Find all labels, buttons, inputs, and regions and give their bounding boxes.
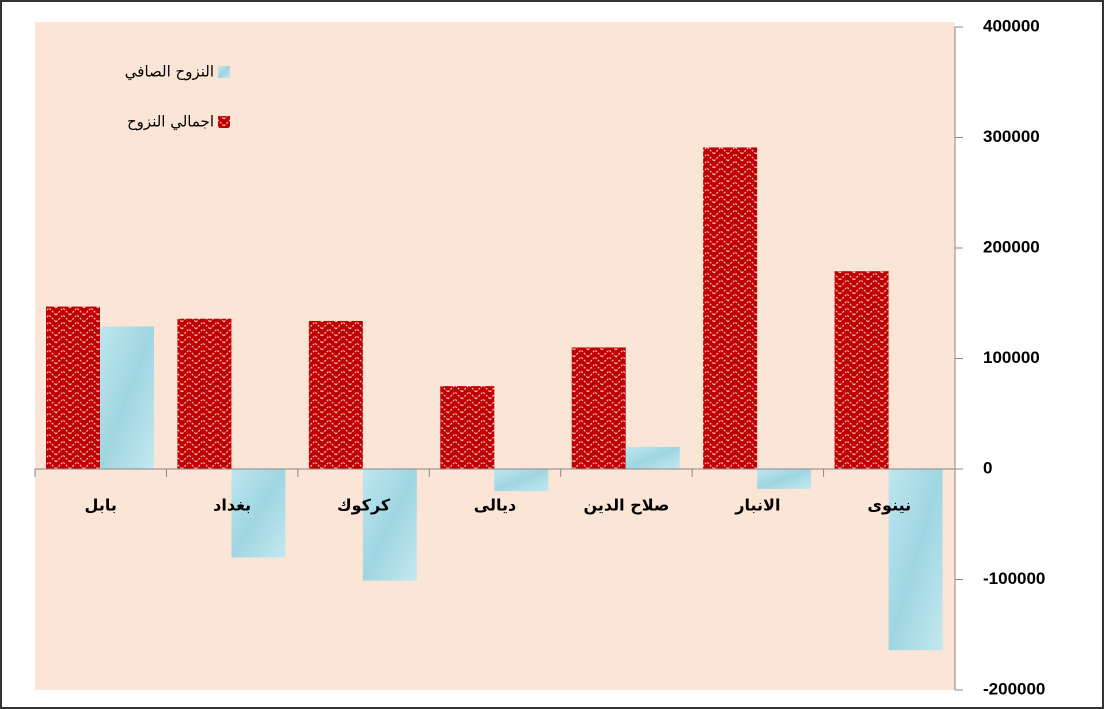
bar — [308, 320, 363, 469]
y-tick-label: -200000 — [983, 679, 1045, 698]
y-tick-label: 400000 — [983, 16, 1040, 35]
x-tick-label: ديالى — [474, 496, 516, 515]
bar — [440, 386, 495, 469]
bar — [177, 318, 232, 469]
x-tick-label: كركوك — [337, 496, 391, 515]
bar — [231, 469, 286, 558]
legend-swatch — [218, 116, 230, 128]
x-tick-label: صلاح الدين — [583, 496, 669, 515]
bar — [362, 469, 417, 581]
bar — [757, 469, 812, 489]
x-tick-label: نينوى — [867, 496, 911, 515]
bar — [46, 306, 100, 469]
y-tick-label: 0 — [983, 458, 992, 477]
legend-label: اجمالي النزوح — [127, 113, 214, 132]
y-tick-label: -100000 — [983, 569, 1045, 588]
bar — [100, 326, 154, 469]
y-tick-label: 100000 — [983, 348, 1040, 367]
bar — [625, 446, 680, 469]
y-tick-label: 300000 — [983, 127, 1040, 146]
y-tick-label: 200000 — [983, 237, 1040, 256]
x-tick-label: بغداد — [213, 496, 251, 515]
x-tick-label: الانبار — [734, 496, 780, 515]
bar — [703, 147, 758, 469]
legend-label: النزوح الصافي — [125, 63, 214, 82]
x-tick-label: بابل — [85, 496, 117, 515]
bar — [888, 469, 943, 651]
legend-swatch — [218, 66, 230, 78]
bar — [834, 271, 889, 469]
bar — [571, 347, 626, 469]
bar — [494, 469, 549, 492]
